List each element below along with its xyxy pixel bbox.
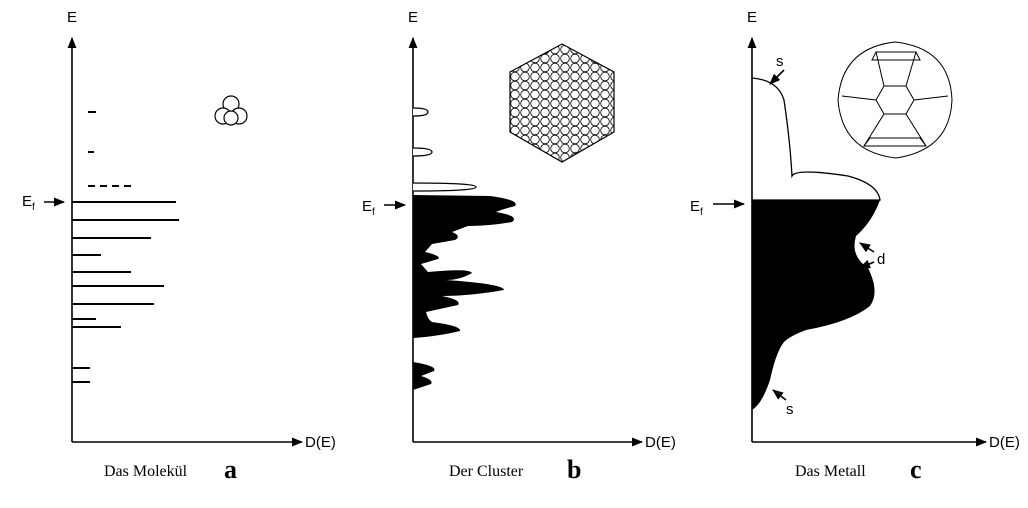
label-arrow	[859, 242, 875, 253]
occupied-states	[413, 362, 435, 390]
label-arrow	[772, 389, 787, 401]
axis-label: D(E)	[989, 434, 1020, 451]
energy-levels	[72, 111, 179, 383]
fermi-subscript: f	[372, 207, 375, 218]
caption: Das Metall	[795, 463, 866, 480]
fermi-symbol: E	[22, 193, 32, 210]
molecule-icon	[214, 95, 248, 126]
fermi-label: Ef	[690, 198, 703, 218]
panel-letter: a	[224, 455, 237, 484]
caption: Der Cluster	[449, 463, 524, 480]
fermi-symbol: E	[362, 198, 372, 215]
axis-label: E	[67, 9, 77, 26]
cluster-icon	[509, 43, 615, 163]
axis-label: D(E)	[645, 434, 676, 451]
label-arrow	[769, 69, 785, 85]
fermi-label: Ef	[362, 198, 375, 218]
fermi-label: Ef	[22, 193, 35, 213]
polyhedron-icon	[837, 41, 953, 159]
occupied-states	[413, 195, 516, 338]
band-label: s	[786, 401, 794, 418]
band-label: d	[877, 251, 885, 268]
fermi-subscript: f	[32, 202, 35, 213]
panel-c: E D(E) Ef s d s Das Metall c	[690, 9, 1020, 484]
axis-label: E	[747, 9, 757, 26]
empty-states	[412, 107, 477, 192]
axis-label: E	[408, 9, 418, 26]
caption: Das Molekül	[104, 463, 188, 480]
dos-filled	[752, 200, 880, 410]
label-arrow	[858, 259, 875, 269]
fermi-symbol: E	[690, 198, 700, 215]
panel-a: E D(E) Ef Das Molekül a	[22, 9, 336, 484]
panel-letter: c	[910, 455, 922, 484]
panel-letter: b	[567, 455, 581, 484]
panel-b: E D(E) Ef Der Cluster b	[362, 9, 676, 484]
fermi-subscript: f	[700, 207, 703, 218]
axis-label: D(E)	[305, 434, 336, 451]
dos-upper	[751, 77, 881, 201]
band-label: s	[776, 53, 784, 70]
